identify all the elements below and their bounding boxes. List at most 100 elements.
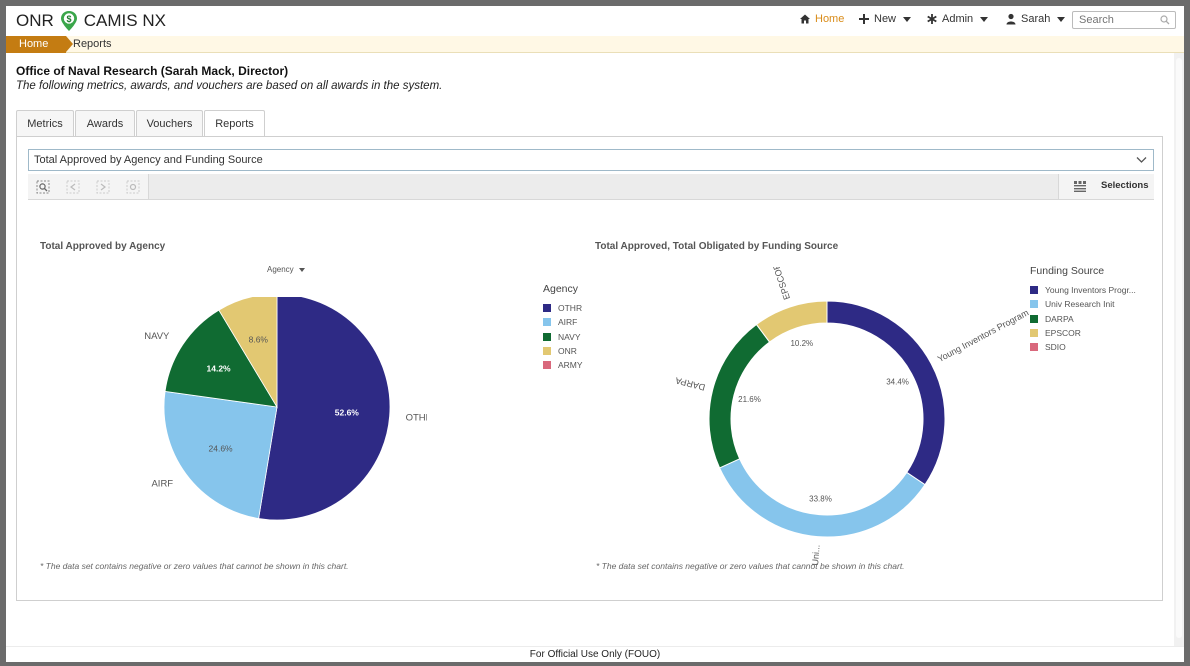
legend-swatch <box>543 347 551 356</box>
agency-dimension-select[interactable]: Agency <box>267 265 305 274</box>
pie-value-label: 24.6% <box>209 444 234 454</box>
chart1-title: Total Approved by Agency <box>40 241 166 252</box>
tab-vouchers[interactable]: Vouchers <box>136 110 203 137</box>
search-input[interactable] <box>1072 11 1176 29</box>
funding-donut-chart[interactable]: 34.4% Young Inventors Program 33.8% Uni... 2… <box>647 267 1047 567</box>
chart2-title: Total Approved, Total Obligated by Fundi… <box>595 241 839 252</box>
nav-admin[interactable]: Admin <box>926 13 989 25</box>
pie-slice-onr[interactable] <box>218 297 278 409</box>
plus-icon <box>859 14 869 24</box>
donut-value-label: 10.2% <box>790 339 813 348</box>
step-forward-icon[interactable] <box>96 180 110 194</box>
brand[interactable]: ONR $ CAMIS NX <box>16 10 166 32</box>
legend-swatch <box>543 332 551 341</box>
step-back-icon[interactable] <box>66 180 80 194</box>
chevron-down-icon <box>1136 157 1147 163</box>
legend-label: EPSCOR <box>1045 328 1081 339</box>
funding-legend-item[interactable]: Univ Research Init <box>1030 297 1136 311</box>
legend-label: SDIO <box>1045 342 1066 353</box>
legend-label: ARMY <box>558 360 583 371</box>
legend-swatch <box>543 318 551 327</box>
legend-label: Young Inventors Progr... <box>1045 285 1136 296</box>
tab-awards[interactable]: Awards <box>75 110 135 137</box>
nav-home[interactable]: Home <box>799 13 844 25</box>
chevron-down-icon <box>903 16 912 22</box>
donut-slice[interactable] <box>826 300 946 486</box>
nav-user[interactable]: Sarah <box>1005 13 1066 25</box>
legend-label: ONR <box>558 346 577 357</box>
brand-camis: CAMIS NX <box>83 11 166 30</box>
selections-label: Selections <box>1101 180 1149 191</box>
nav-home-label: Home <box>815 13 845 25</box>
tab-metrics[interactable]: Metrics <box>16 110 74 137</box>
funding-legend-item[interactable]: Young Inventors Progr... <box>1030 283 1136 297</box>
chart-toolbar: Selections <box>28 174 1154 200</box>
donut-value-label: 21.6% <box>738 395 761 404</box>
legend-swatch <box>1030 314 1038 323</box>
agency-legend-item[interactable]: NAVY <box>543 330 583 344</box>
scrollbar-thumb[interactable] <box>1176 58 1182 638</box>
donut-category-label: Young Inventors Program <box>936 307 1030 364</box>
funding-legend-item[interactable]: DARPA <box>1030 312 1136 326</box>
legend-label: OTHR <box>558 303 583 314</box>
pie-value-label: 8.6% <box>249 334 269 344</box>
clear-selections-icon[interactable] <box>126 180 140 194</box>
brand-onr: ONR <box>16 11 54 30</box>
nav-admin-label: Admin <box>942 13 974 25</box>
agency-legend-title: Agency <box>543 283 579 295</box>
funding-legend: Funding Source Young Inventors Progr... U… <box>1030 265 1136 354</box>
funding-legend-title: Funding Source <box>1030 265 1105 277</box>
legend-swatch <box>1030 343 1038 352</box>
tab-reports[interactable]: Reports <box>204 110 265 138</box>
top-bar: ONR $ CAMIS NX Home New Admin Sarah <box>6 6 1184 36</box>
funding-legend-item[interactable]: EPSCOR <box>1030 326 1136 340</box>
nav-user-label: Sarah <box>1021 13 1051 25</box>
user-icon <box>1006 13 1016 25</box>
chevron-down-icon <box>980 16 989 22</box>
legend-swatch <box>1030 329 1038 338</box>
agency-legend-item[interactable]: ARMY <box>543 358 583 372</box>
pie-value-label: 52.6% <box>335 408 360 418</box>
agency-legend: Agency OTHR AIRF NAVY ONR ARMY <box>543 283 583 372</box>
page-title: Office of Naval Research (Sarah Mack, Di… <box>16 64 289 78</box>
chart2-note: * The data set contains negative or zero… <box>596 561 905 571</box>
chevron-down-icon <box>1057 16 1066 22</box>
toolbar-buttons <box>28 174 149 199</box>
chevron-down-icon <box>298 267 305 272</box>
donut-value-label: 33.8% <box>809 495 832 504</box>
agency-legend-item[interactable]: OTHR <box>543 301 583 315</box>
breadcrumb-home[interactable]: Home <box>6 36 66 53</box>
pie-slice-navy[interactable] <box>164 309 278 408</box>
pie-category-label: NAVY <box>144 331 170 342</box>
breadcrumb: Home Reports <box>6 36 1184 53</box>
donut-value-label: 34.4% <box>886 377 909 386</box>
page-subtitle: The following metrics, awards, and vouch… <box>16 80 443 92</box>
nav-new[interactable]: New <box>858 13 912 25</box>
legend-swatch <box>543 304 551 313</box>
pie-slice-airf[interactable] <box>163 390 278 519</box>
legend-swatch <box>1030 286 1038 295</box>
agency-legend-item[interactable]: AIRF <box>543 315 583 329</box>
chart1-note: * The data set contains negative or zero… <box>40 561 349 571</box>
footer: For Official Use Only (FOUO) <box>6 646 1184 662</box>
agency-legend-item[interactable]: ONR <box>543 344 583 358</box>
donut-category-label: EPSCOR <box>770 267 792 301</box>
legend-label: NAVY <box>558 331 581 342</box>
reports-panel: Total Approved by Agency and Funding Sou… <box>16 136 1163 601</box>
report-select[interactable]: Total Approved by Agency and Funding Sou… <box>28 149 1154 171</box>
donut-slice[interactable] <box>755 300 828 343</box>
home-icon <box>800 14 810 24</box>
pie-slice-othr[interactable] <box>258 297 391 521</box>
agency-legend-items: OTHR AIRF NAVY ONR ARMY <box>543 301 583 372</box>
smart-search-icon[interactable] <box>36 180 50 194</box>
funding-legend-items: Young Inventors Progr... Univ Research In… <box>1030 283 1136 354</box>
search-icon[interactable] <box>1160 15 1170 25</box>
logo-pin-icon: $ <box>60 11 77 31</box>
funding-legend-item[interactable]: SDIO <box>1030 340 1136 354</box>
pie-category-label: AIRF <box>151 478 173 489</box>
logo-glyph: $ <box>66 14 71 24</box>
selections-icon <box>1074 181 1086 192</box>
selections-button[interactable]: Selections <box>1058 174 1154 199</box>
breadcrumb-arrow <box>66 36 73 52</box>
